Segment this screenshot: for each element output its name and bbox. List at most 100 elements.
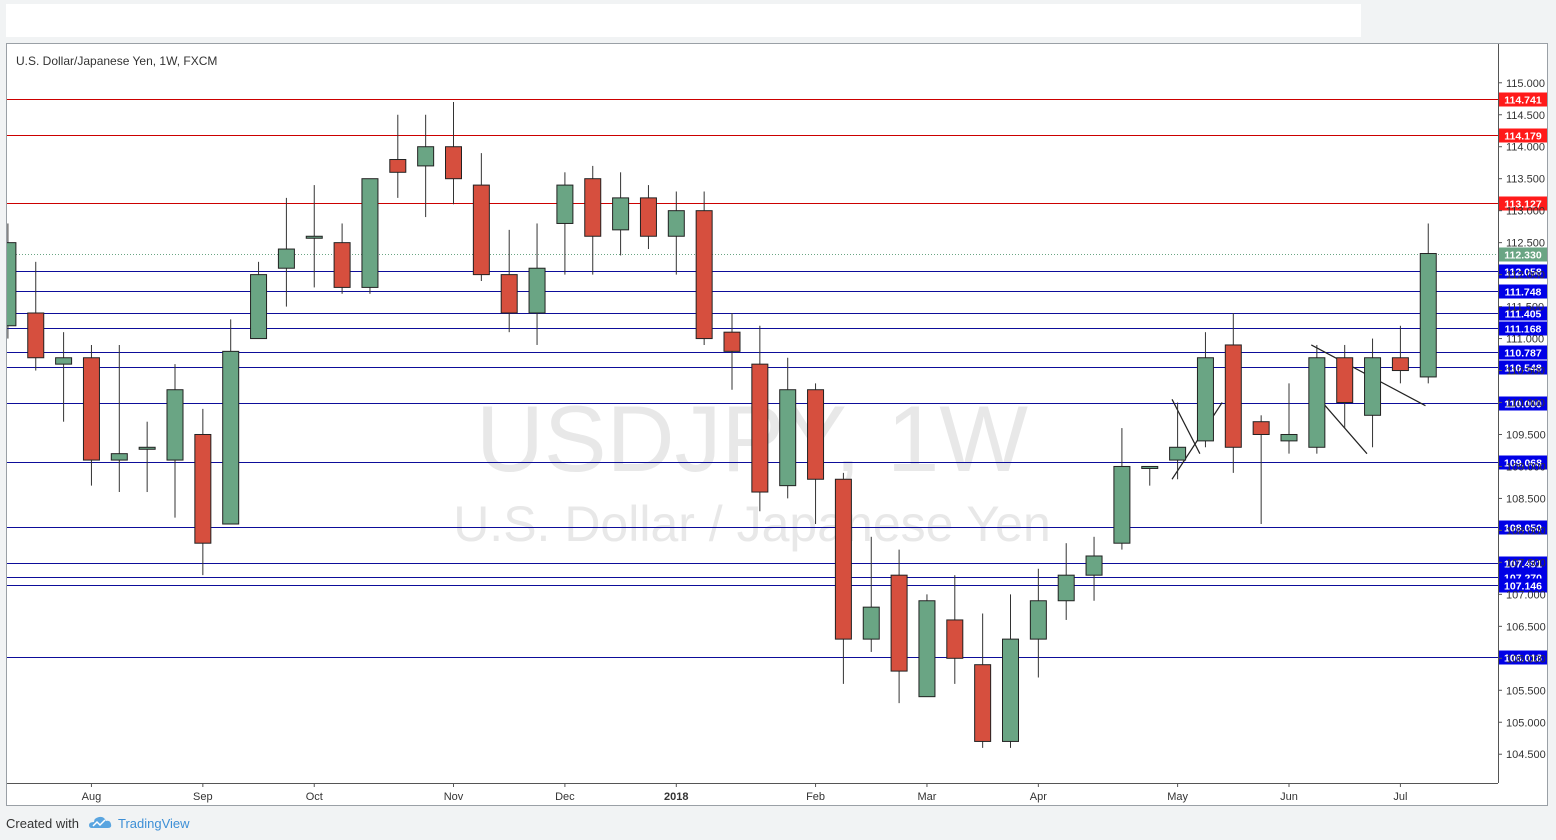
candle-body bbox=[1336, 357, 1354, 404]
level-price-label: 110.787 bbox=[1504, 348, 1542, 360]
price-tick-label: 110.000 bbox=[1506, 398, 1545, 410]
candle bbox=[361, 178, 379, 294]
candle-body bbox=[82, 357, 100, 461]
candle bbox=[862, 536, 880, 652]
candle-body bbox=[1002, 638, 1019, 742]
price-tick-label: 114.500 bbox=[1506, 110, 1545, 122]
candle-body bbox=[1224, 344, 1242, 448]
candle bbox=[584, 165, 602, 275]
price-tick-label: 108.000 bbox=[1506, 525, 1546, 537]
level-price-tag bbox=[1499, 578, 1547, 593]
candle bbox=[82, 344, 100, 486]
level-price-tag bbox=[1499, 455, 1547, 470]
price-tick-label: 104.500 bbox=[1506, 749, 1546, 761]
candle bbox=[389, 114, 407, 198]
candle bbox=[194, 408, 212, 576]
candle bbox=[333, 223, 351, 294]
candle bbox=[1002, 594, 1019, 748]
candle-body bbox=[1029, 600, 1047, 640]
time-tick-label: Sep bbox=[193, 791, 213, 803]
candle bbox=[918, 594, 936, 698]
price-axis[interactable]: 104.500 105.000 105.500 106.000 106.500 107.0… bbox=[1498, 44, 1546, 783]
current-price-tag bbox=[1499, 247, 1547, 262]
candle bbox=[1169, 402, 1187, 480]
time-axis[interactable]: Aug Sep Oct Nov Dec 2018 Feb Mar Apr May Jun Jul bbox=[7, 783, 1498, 803]
candle bbox=[807, 383, 825, 525]
price-tick-label: 108.500 bbox=[1506, 493, 1546, 505]
candle-body bbox=[333, 242, 351, 288]
time-tick-label: Nov bbox=[444, 791, 464, 803]
time-tick-label: Mar bbox=[917, 791, 936, 803]
time-tick-label: 2018 bbox=[664, 791, 688, 803]
tradingview-cloud-icon[interactable] bbox=[88, 815, 112, 832]
candle bbox=[1419, 223, 1437, 384]
time-tick-label: Aug bbox=[82, 791, 102, 803]
level-price-tag bbox=[1499, 650, 1547, 665]
candle bbox=[1029, 568, 1047, 678]
trendline bbox=[1171, 399, 1201, 454]
level-price-tag bbox=[1499, 345, 1547, 360]
candle bbox=[723, 312, 741, 390]
candle bbox=[417, 114, 435, 218]
candle-body bbox=[723, 331, 741, 352]
candle bbox=[27, 261, 45, 371]
level-price-tag bbox=[1499, 128, 1547, 143]
level-price-tag bbox=[1499, 196, 1547, 211]
level-price-tag bbox=[1499, 396, 1547, 411]
candle bbox=[472, 153, 490, 282]
level-price-tag bbox=[1499, 284, 1547, 299]
price-tick-label: 109.500 bbox=[1506, 429, 1546, 441]
trendline bbox=[1319, 398, 1368, 455]
time-tick-label: Jul bbox=[1393, 791, 1407, 803]
chart-frame[interactable]: USDJPY, 1W U.S. Dollar / Japanese Yen 11… bbox=[6, 43, 1548, 806]
current-price-label: 112.330 bbox=[1504, 250, 1542, 262]
level-price-label: 113.127 bbox=[1504, 199, 1542, 211]
candle-body bbox=[110, 453, 128, 461]
candle-body bbox=[305, 235, 323, 239]
level-price-tag bbox=[1499, 556, 1547, 571]
level-price-tag bbox=[1499, 306, 1547, 321]
level-price-label: 111.405 bbox=[1505, 309, 1542, 321]
price-tick-label: 112.000 bbox=[1506, 270, 1545, 282]
candle bbox=[7, 223, 17, 339]
level-price-label: 106.018 bbox=[1504, 653, 1542, 665]
candle bbox=[779, 357, 797, 499]
price-tick-label: 114.000 bbox=[1506, 142, 1545, 154]
level-price-label: 109.068 bbox=[1504, 458, 1542, 470]
candle-body bbox=[612, 197, 630, 231]
candle bbox=[1113, 428, 1131, 550]
candle bbox=[946, 575, 964, 684]
candle bbox=[695, 191, 713, 345]
candle-body bbox=[389, 159, 407, 173]
candle-body bbox=[862, 606, 880, 640]
price-tick-label: 110.500 bbox=[1506, 366, 1545, 378]
candle-body bbox=[1057, 574, 1075, 602]
candle bbox=[1308, 344, 1326, 454]
candle-body bbox=[417, 146, 435, 167]
candlestick-chart[interactable]: USDJPY, 1W U.S. Dollar / Japanese Yen 11… bbox=[7, 44, 1547, 805]
level-price-label: 110.548 bbox=[1504, 363, 1542, 375]
candle bbox=[556, 172, 574, 275]
level-price-label: 107.146 bbox=[1504, 581, 1542, 593]
candle-body bbox=[946, 619, 964, 659]
price-tick-label: 105.500 bbox=[1506, 685, 1546, 697]
time-tick-label: Jun bbox=[1280, 791, 1298, 803]
candle-body bbox=[751, 363, 769, 493]
tradingview-link[interactable]: TradingView bbox=[117, 815, 190, 831]
candle-body bbox=[807, 389, 825, 480]
candle-body bbox=[974, 664, 992, 742]
level-price-label: 114.179 bbox=[1504, 131, 1542, 143]
candle-body bbox=[1169, 446, 1187, 461]
candle-body bbox=[138, 446, 156, 450]
candle bbox=[305, 185, 323, 288]
price-tick-label: 112.500 bbox=[1506, 238, 1545, 250]
candle bbox=[277, 197, 295, 307]
candle-body bbox=[1141, 465, 1159, 469]
candle-body bbox=[222, 350, 240, 525]
candle-body bbox=[695, 210, 713, 340]
candle bbox=[166, 364, 184, 518]
candles bbox=[7, 101, 1437, 748]
candle bbox=[1085, 536, 1103, 601]
time-tick-label: Feb bbox=[806, 791, 825, 803]
candle bbox=[445, 101, 462, 205]
